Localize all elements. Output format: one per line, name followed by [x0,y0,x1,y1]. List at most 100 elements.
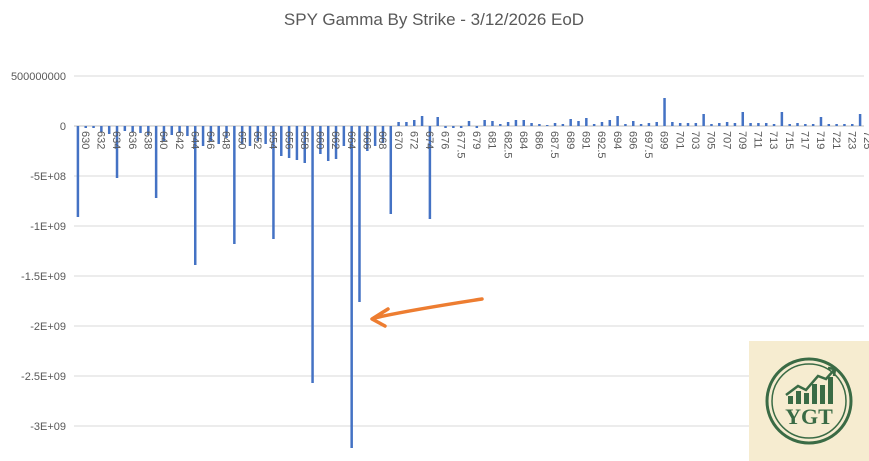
y-tick-label: -2.5E+09 [21,371,66,383]
x-tick-label: 681 [486,131,498,149]
bar-664 [342,126,346,146]
chart-title: SPY Gamma By Strike - 3/12/2026 EoD [284,10,584,29]
bar-694 [608,120,612,126]
bar-710 [741,112,745,126]
bar-724 [851,124,854,126]
bar-638 [139,126,142,133]
bar-708 [725,122,729,126]
bar-687 [538,124,541,126]
x-tick-label: 656 [282,131,294,149]
x-tick-label: 713 [767,131,779,149]
bar-644 [186,126,189,136]
bar-722 [835,124,838,126]
x-tick-label: 682.5 [501,131,513,159]
gridlines [74,75,864,427]
bar-701 [671,122,674,126]
x-tick-label: 658 [298,131,310,149]
annotation-arrow-line [372,297,484,320]
bar-679 [467,121,471,126]
bar-656 [280,126,283,156]
x-tick-label: 721 [830,131,842,149]
bar-686 [530,123,533,126]
y-tick-label: 500000000 [11,71,66,83]
bar-661 [319,126,322,154]
bar-682.5 [499,124,502,126]
bar-658 [295,126,299,160]
bar-635 [115,126,119,178]
x-tick-label: 652 [251,131,263,149]
x-tick-label: 691 [580,131,592,149]
x-tick-label: 648 [220,131,232,149]
x-tick-label: 679 [470,131,482,149]
bar-667 [366,126,369,151]
bar-711 [749,123,752,126]
x-tick-label: 699 [658,131,670,149]
bar-632 [92,126,95,128]
x-tick-label: 692.5 [595,131,607,159]
bar-698 [647,123,651,126]
bar-715 [780,112,784,126]
bar-641 [162,126,166,141]
bar-720 [819,117,823,126]
bar-666 [358,126,361,302]
bar-690 [569,119,572,126]
bar-665 [350,126,353,448]
bar-697 [632,121,635,126]
x-tick-label: 715 [783,131,795,149]
bar-692 [585,118,588,126]
bar-678 [459,126,463,128]
bar-705 [702,114,705,126]
bar-696 [624,124,627,126]
bar-691 [577,121,580,126]
x-tick-label: 689 [564,131,576,149]
bar-649 [225,126,228,138]
x-tick-label: 660 [314,131,326,149]
x-tick-label: 662 [329,131,341,149]
logo-inner-ring [771,363,847,439]
x-tick-label: 684 [517,131,529,149]
bar-655 [272,126,275,239]
bar-707 [718,123,721,126]
bar-714 [772,124,776,126]
bar-671 [397,122,400,126]
bar-634 [107,126,111,134]
bar-660 [311,126,314,383]
bar-680 [475,126,479,128]
logo-ring [765,357,853,445]
bar-684 [514,120,518,126]
bar-640 [154,126,158,198]
bar-663 [334,126,338,159]
bar-693 [600,122,604,126]
y-tick-label: -2E+09 [30,321,66,333]
x-tick-label: 694 [611,131,623,149]
logo-trend-icon [785,369,835,396]
bar-670 [389,126,393,214]
bar-687.5 [545,125,549,126]
bar-682 [491,121,494,126]
bar-633 [100,126,103,132]
x-tick-label: 636 [126,131,138,149]
x-tick-label: 697.5 [642,131,654,159]
bar-668 [373,126,377,146]
bar-652 [248,126,252,146]
x-axis-ticks: 630 632 634 636 638 640 642 644 646 648 650 652 654 6… [79,131,869,159]
bar-716 [788,124,791,126]
bar-702 [678,123,682,126]
bar-637 [131,126,134,132]
bar-723 [843,124,846,126]
x-tick-label: 672 [407,131,419,149]
bars [76,98,862,448]
bar-713 [764,123,768,126]
x-tick-label: 638 [141,131,153,149]
bar-706 [710,124,713,126]
x-tick-label: 632 [95,131,107,149]
x-tick-label: 677.5 [454,131,466,159]
x-tick-label: 654 [267,131,279,149]
bar-718 [804,124,807,126]
x-tick-label: 707 [720,131,732,149]
y-tick-label: -1.5E+09 [21,271,66,283]
x-tick-label: 686 [533,131,545,149]
x-tick-label: 701 [673,131,685,149]
x-tick-label: 676 [439,131,451,149]
